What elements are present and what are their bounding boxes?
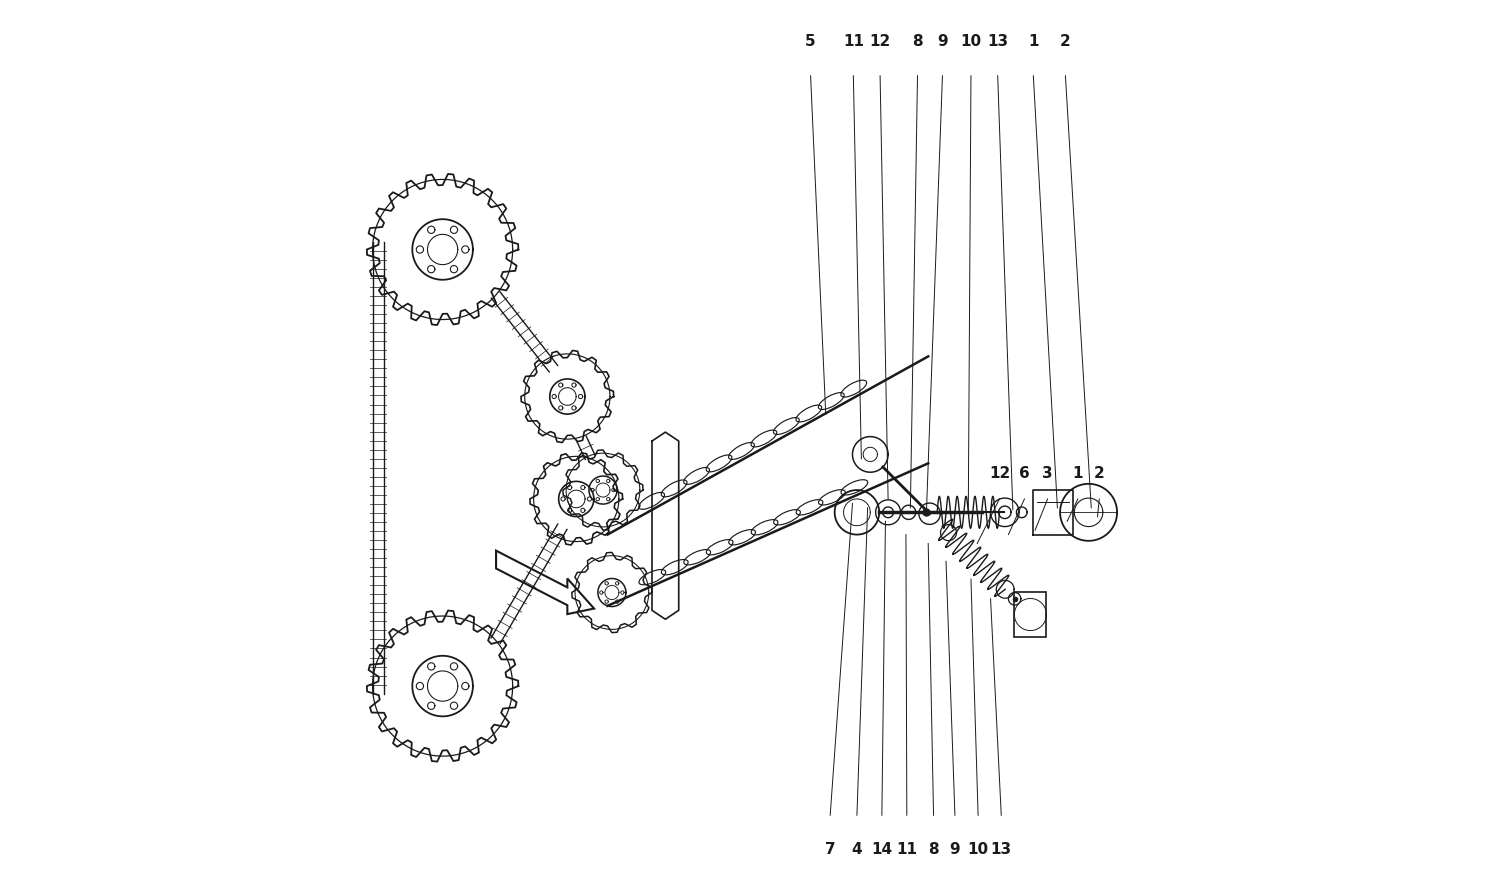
Text: 13: 13 bbox=[987, 34, 1008, 49]
Polygon shape bbox=[496, 551, 594, 614]
Text: 1: 1 bbox=[1028, 34, 1038, 49]
Text: 12: 12 bbox=[870, 34, 891, 49]
Text: 10: 10 bbox=[968, 842, 988, 857]
Text: 7: 7 bbox=[825, 842, 836, 857]
Text: 13: 13 bbox=[990, 842, 1012, 857]
Text: 2: 2 bbox=[1060, 34, 1071, 49]
Text: 2: 2 bbox=[1094, 466, 1104, 481]
Text: 14: 14 bbox=[871, 842, 892, 857]
Text: 1: 1 bbox=[1072, 466, 1083, 481]
Text: 8: 8 bbox=[912, 34, 922, 49]
Text: 8: 8 bbox=[928, 842, 939, 857]
Text: 11: 11 bbox=[843, 34, 864, 49]
Text: 3: 3 bbox=[1042, 466, 1053, 481]
Text: 6: 6 bbox=[1019, 466, 1031, 481]
Text: 12: 12 bbox=[988, 466, 1010, 481]
Bar bbox=[1014, 593, 1047, 637]
Text: 10: 10 bbox=[960, 34, 981, 49]
Text: 9: 9 bbox=[950, 842, 960, 857]
Text: 4: 4 bbox=[852, 842, 862, 857]
Text: 5: 5 bbox=[806, 34, 816, 49]
Text: 9: 9 bbox=[938, 34, 948, 49]
Text: 11: 11 bbox=[897, 842, 918, 857]
